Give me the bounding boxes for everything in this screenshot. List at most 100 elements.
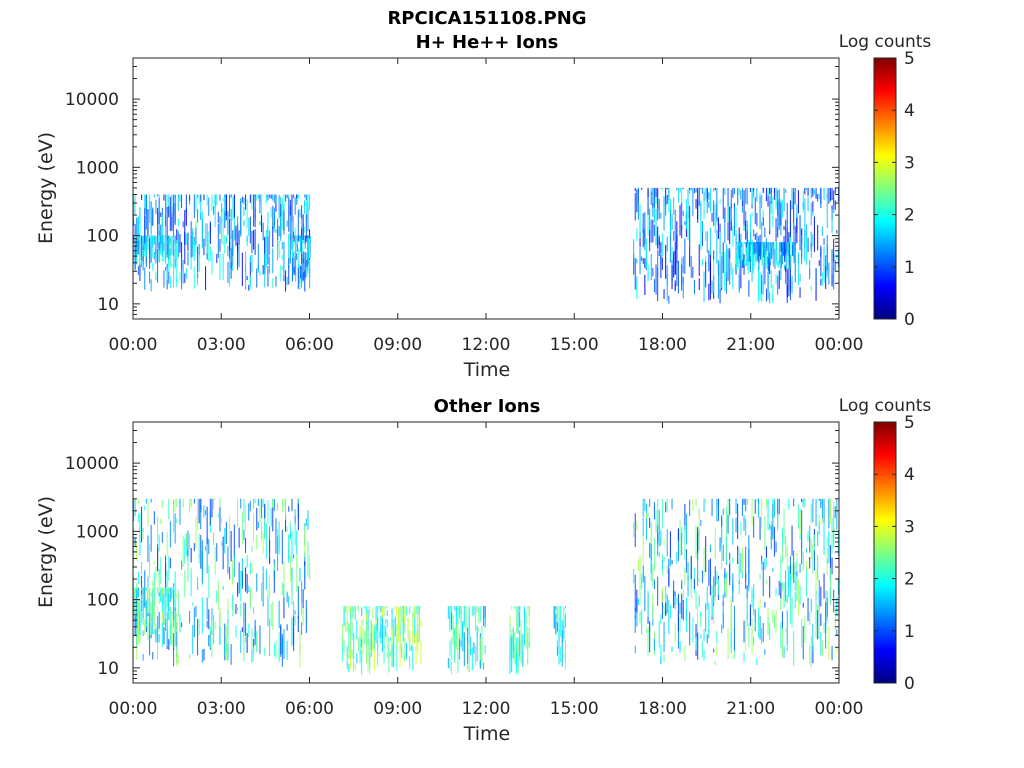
heatmap-cell [158, 634, 160, 643]
heatmap-cell [163, 235, 165, 243]
heatmap-cell [385, 618, 387, 624]
heatmap-cell [243, 529, 245, 540]
heatmap-cell [288, 196, 290, 232]
heatmap-cell [283, 194, 285, 211]
heatmap-cell [753, 636, 755, 646]
heatmap-cell [773, 614, 775, 629]
heatmap-cell [298, 235, 300, 237]
heatmap-cell [237, 582, 239, 597]
heatmap-cell [642, 517, 644, 536]
heatmap-cell [772, 294, 774, 302]
heatmap-cell [826, 234, 828, 271]
heatmap-cell [833, 501, 835, 513]
heatmap-cell [251, 194, 253, 210]
heatmap-cell [637, 559, 639, 571]
heatmap-cell [415, 606, 417, 612]
heatmap-cell [396, 624, 398, 650]
heatmap-cell [211, 194, 213, 211]
heatmap-cell [682, 256, 684, 274]
heatmap-cell [214, 547, 216, 575]
heatmap-cell [836, 629, 838, 637]
heatmap-cell [831, 646, 833, 661]
heatmap-cell [785, 242, 787, 268]
heatmap-cell [245, 194, 247, 210]
heatmap-cell [801, 545, 803, 565]
heatmap-cell [280, 625, 282, 655]
heatmap-cell [730, 262, 732, 276]
heatmap-cell [741, 547, 743, 574]
heatmap-cell [149, 543, 151, 578]
heatmap-cell [139, 235, 141, 244]
heatmap-cell [160, 249, 162, 255]
heatmap-cell [684, 221, 686, 225]
heatmap-cell [781, 200, 783, 218]
heatmap-cell [201, 597, 203, 634]
heatmap-cell [383, 606, 385, 616]
heatmap-cell [197, 577, 199, 590]
heatmap-cell [701, 221, 703, 247]
heatmap-cell [343, 606, 345, 624]
heatmap-cell [812, 234, 814, 247]
heatmap-cell [254, 619, 256, 646]
heatmap-cell [158, 628, 160, 632]
heatmap-cell [293, 253, 295, 273]
heatmap-cell [717, 217, 719, 239]
heatmap-cell [141, 594, 143, 612]
heatmap-cell [184, 232, 186, 265]
heatmap-cell [283, 204, 285, 231]
heatmap-cell [560, 646, 562, 663]
heatmap-cell [649, 621, 651, 653]
heatmap-cell [139, 207, 141, 225]
heatmap-cell [668, 187, 670, 213]
heatmap-cell [246, 554, 248, 566]
heatmap-cell [769, 292, 771, 304]
heatmap-cell [177, 231, 179, 258]
heatmap-cell [372, 608, 374, 620]
heatmap-cell [158, 534, 160, 552]
heatmap-cell [238, 243, 240, 268]
heatmap-cell [193, 498, 195, 504]
heatmap-cell [177, 194, 179, 211]
heatmap-cell [793, 550, 795, 575]
heatmap-cell [385, 606, 387, 609]
heatmap-cell [259, 271, 261, 276]
heatmap-cell [788, 498, 790, 510]
heatmap-cell [269, 194, 271, 198]
heatmap-cell [357, 606, 359, 612]
heatmap-cell [233, 524, 235, 558]
heatmap-cell [264, 237, 266, 270]
heatmap-cell [177, 218, 179, 227]
heatmap-cell [460, 640, 462, 647]
heatmap-cell [168, 555, 170, 581]
heatmap-cell [781, 628, 783, 658]
heatmap-cell [652, 219, 654, 243]
heatmap-cell [775, 609, 777, 633]
heatmap-cell [749, 256, 751, 272]
heatmap-cell [669, 221, 671, 242]
heatmap-cell [362, 617, 364, 626]
heatmap-cell [221, 517, 223, 524]
heatmap-cell [168, 639, 170, 650]
heatmap-cell [695, 187, 697, 193]
heatmap-cell [511, 606, 513, 610]
heatmap-cell [729, 250, 731, 259]
heatmap-cell [785, 570, 787, 602]
heatmap-cell [713, 187, 715, 192]
heatmap-cell [703, 498, 705, 512]
heatmap-cell [820, 586, 822, 607]
heatmap-cell [155, 235, 157, 264]
heatmap-cell [256, 573, 258, 592]
heatmap-cell [275, 518, 277, 554]
heatmap-cell [679, 641, 681, 653]
heatmap-cell [717, 579, 719, 595]
heatmap-cell [144, 267, 146, 290]
heatmap-cell [690, 187, 692, 191]
heatmap-cell [650, 522, 652, 558]
heatmap-cell [657, 204, 659, 221]
heatmap-cell [192, 602, 194, 606]
x-tick-label: 15:00 [550, 699, 599, 719]
heatmap-cell [735, 517, 737, 533]
heatmap-cell [677, 528, 679, 561]
heatmap-cell [181, 622, 183, 628]
heatmap-cell [163, 194, 165, 201]
